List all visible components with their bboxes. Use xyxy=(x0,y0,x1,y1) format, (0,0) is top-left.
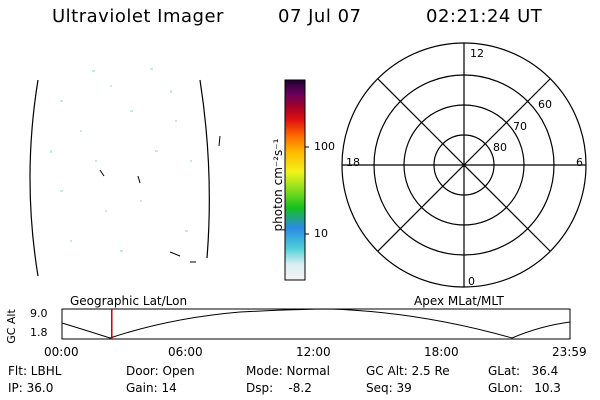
status-gc-alt: GC Alt: 2.5 Re xyxy=(366,364,450,378)
colorbar-tick-100: 100 xyxy=(314,140,335,153)
intensity-colorbar xyxy=(284,79,309,281)
polar-ring-70 xyxy=(373,74,555,256)
status-filter: Flt: LBHL xyxy=(8,364,62,378)
mlt-label-12: 12 xyxy=(470,47,484,60)
orbit-altitude-curve xyxy=(61,308,571,339)
status-glat: GLat: 36.4 xyxy=(488,364,559,378)
mlat-label-80: 80 xyxy=(493,141,507,154)
left-limb-arc xyxy=(29,79,39,277)
status-seq: Seq: 39 xyxy=(366,381,412,395)
polar-ring-inner xyxy=(433,134,495,196)
mlt-label-18: 18 xyxy=(346,156,360,169)
orbit-xtick-2359: 23:59 xyxy=(552,345,587,359)
polar-ring-80 xyxy=(403,104,525,226)
coastline-fragments xyxy=(99,135,221,263)
orbit-right-title: Apex MLat/MLT xyxy=(414,294,504,308)
orbit-xtick-1200: 12:00 xyxy=(296,345,331,359)
colorbar-unit-label: photon cm⁻²s⁻¹ xyxy=(271,138,285,232)
right-limb-arc xyxy=(199,79,210,259)
orbit-ytick-9: 9.0 xyxy=(30,307,48,320)
orbit-left-title: Geographic Lat/Lon xyxy=(70,294,188,308)
mlt-label-6: 6 xyxy=(576,156,583,169)
mlat-label-60: 60 xyxy=(538,98,552,111)
status-door: Door: Open xyxy=(126,364,195,378)
status-mode: Mode: Normal xyxy=(246,364,330,378)
status-glon: GLon: 10.3 xyxy=(488,381,561,395)
polar-ring-60 xyxy=(341,42,587,288)
image-time: 02:21:24 UT xyxy=(426,6,543,27)
polar-diagonal-2 xyxy=(377,78,551,252)
mlt-label-0: 0 xyxy=(468,275,475,288)
orbit-xtick-0600: 06:00 xyxy=(168,345,203,359)
aurora-speckle xyxy=(50,68,192,252)
status-dsp: Dsp: -8.2 xyxy=(246,381,312,395)
status-ip: IP: 36.0 xyxy=(8,381,54,395)
instrument-title: Ultraviolet Imager xyxy=(52,6,224,27)
polar-diagonal-1 xyxy=(377,78,551,252)
colorbar-tick-10: 10 xyxy=(314,227,328,240)
orbit-xtick-0000: 00:00 xyxy=(44,345,79,359)
image-date: 07 Jul 07 xyxy=(278,6,362,27)
orbit-ylabel: GC Alt xyxy=(4,309,18,344)
status-gain: Gain: 14 xyxy=(126,381,177,395)
mlat-label-70: 70 xyxy=(513,120,527,133)
orbit-plot-frame xyxy=(61,308,571,340)
orbit-xtick-1800: 18:00 xyxy=(424,345,459,359)
orbit-ytick-1-8: 1.8 xyxy=(30,326,48,339)
